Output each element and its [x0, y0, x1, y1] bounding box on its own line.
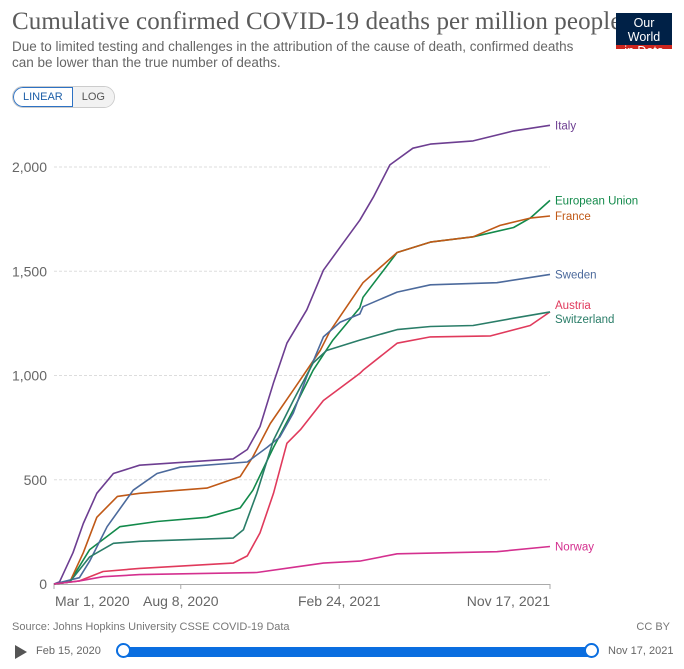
series-label: Italy [555, 120, 576, 132]
series-label: Austria [555, 300, 591, 312]
series-line-switzerland [53, 311, 551, 585]
timeline-range [124, 647, 592, 657]
timeline-end-label: Nov 17, 2021 [608, 645, 674, 657]
scale-toggle: LINEAR LOG [12, 86, 115, 108]
timeline-start-handle[interactable] [116, 643, 131, 658]
series-label: Switzerland [555, 314, 614, 326]
series-line-france [53, 215, 551, 585]
x-tick-label: Nov 17, 2021 [467, 593, 550, 609]
series-label: Sweden [555, 269, 597, 281]
owid-logo[interactable]: Our World in Data [616, 13, 672, 58]
series-label: Norway [555, 541, 594, 553]
linear-scale-button[interactable]: LINEAR [13, 87, 73, 107]
x-tick-label: Aug 8, 2020 [143, 593, 219, 609]
series-label: European Union [555, 195, 638, 207]
timeline-end-handle[interactable] [584, 643, 599, 658]
line-chart: 0 500 1,000 1,500 2,000 Mar 1, 2020 Aug 8, 202… [12, 120, 638, 609]
play-icon[interactable] [15, 645, 27, 659]
logo-line-2: in Data [624, 44, 664, 58]
log-scale-button[interactable]: LOG [72, 87, 114, 107]
x-tick-label: Feb 24, 2021 [298, 593, 381, 609]
y-tick-label: 0 [39, 576, 47, 592]
source-note[interactable]: Source: Johns Hopkins University CSSE CO… [12, 621, 290, 633]
y-tick-label: 1,000 [12, 368, 47, 384]
y-tick-label: 1,500 [12, 263, 47, 279]
license-link[interactable]: CC BY [636, 621, 670, 633]
series-line-norway [53, 545, 551, 585]
y-tick-label: 2,000 [12, 159, 47, 175]
series-line-austria [53, 311, 551, 585]
series-label: France [555, 211, 591, 223]
chart-title: Cumulative confirmed COVID-19 deaths per… [12, 8, 622, 35]
logo-line-1: Our World [627, 16, 661, 44]
series-line-european-union [53, 199, 551, 585]
series-line-sweden [53, 273, 551, 585]
y-tick-label: 500 [24, 472, 48, 488]
timeline-start-label: Feb 15, 2020 [36, 645, 101, 657]
x-tick-label: Mar 1, 2020 [55, 593, 130, 609]
series-line-italy [53, 124, 551, 585]
chart-subtitle: Due to limited testing and challenges in… [12, 39, 574, 70]
